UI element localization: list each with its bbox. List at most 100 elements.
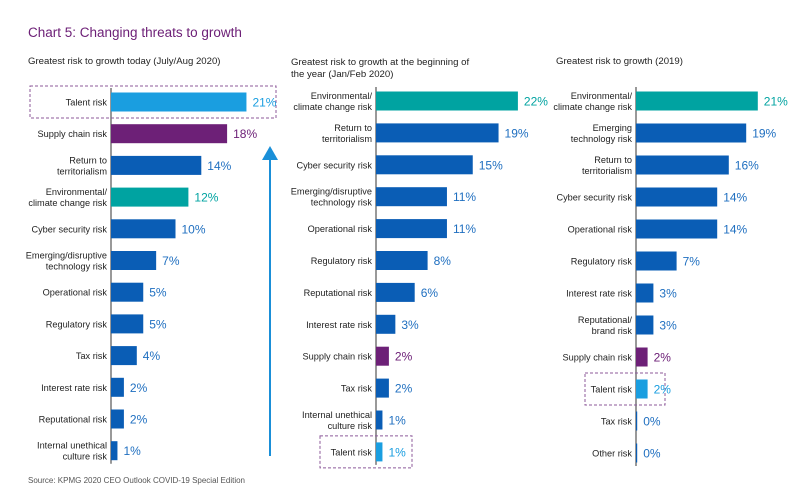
panel-2-category-label: Environmental/climate change risk xyxy=(293,91,372,112)
panel-2-value-label: 1% xyxy=(388,414,406,428)
panel-1-value-label: 1% xyxy=(123,444,141,458)
panel-2-bar xyxy=(376,282,415,302)
panel-3-category-label: Interest rate risk xyxy=(566,289,632,299)
panel-1-value-label: 10% xyxy=(182,222,206,236)
panel-3-value-label: 21% xyxy=(764,95,788,109)
panel-3-category-label: Supply chain risk xyxy=(563,353,633,363)
panel-3-category-label: Other risk xyxy=(592,449,632,459)
panel-3-highlight-box xyxy=(584,372,666,406)
panel-3-category-label: Reputational/brand risk xyxy=(578,315,633,336)
panel-1-category-label: Internal unethical culture risk xyxy=(37,441,107,462)
panel-2-category-label: Emerging/disruptive technology risk xyxy=(291,187,373,208)
panel-2-category-label: Return to territorialism xyxy=(322,123,372,144)
panel-3-category-label: Cyber security risk xyxy=(556,193,632,203)
panel-1-value-label: 5% xyxy=(149,317,167,331)
panel-3-title: Greatest risk to growth (2019) xyxy=(556,56,683,67)
panel-1-category-label: Emerging/disruptive technology risk xyxy=(26,251,108,272)
panel-1-category-label: Interest rate risk xyxy=(41,383,107,393)
panel-3-bar xyxy=(636,347,648,367)
panel-2-category-label: Supply chain risk xyxy=(303,352,373,362)
panel-1-category-label: Operational risk xyxy=(43,288,108,298)
panel-2-category-label: Tax risk xyxy=(341,384,373,394)
panel-3-category-label: Talent risk xyxy=(591,385,633,395)
panel-1-category-label: Return to territorialism xyxy=(57,155,107,176)
panel-3-bar xyxy=(636,443,638,463)
panel-1-category-label: Cyber security risk xyxy=(31,224,107,234)
panel-1-category-label: Tax risk xyxy=(76,351,108,361)
panel-2-category-label: Regulatory risk xyxy=(311,256,373,266)
panel-3-category-label: Operational risk xyxy=(568,225,633,235)
panel-2-category-label: Cyber security risk xyxy=(296,160,372,170)
panel-3-bar xyxy=(636,251,677,271)
panel-2-value-label: 11% xyxy=(453,222,476,236)
panel-3-category-label: Tax risk xyxy=(601,417,633,427)
panel-1-bar xyxy=(111,219,176,239)
panel-2-value-label: 22% xyxy=(524,95,548,109)
trend-arrow-head xyxy=(262,146,278,160)
panel-3-value-label: 2% xyxy=(654,351,672,365)
panel-1-bar xyxy=(111,282,144,302)
panel-3-bar xyxy=(636,91,758,111)
panel-1-bar xyxy=(111,314,144,334)
panel-1-bar xyxy=(111,124,228,144)
panel-2-title: Greatest risk to growth at the beginning… xyxy=(291,57,470,80)
panel-2-bar xyxy=(376,251,428,270)
panel-1-value-label: 7% xyxy=(162,254,180,268)
panel-3-bar xyxy=(636,283,654,303)
panel-1-value-label: 14% xyxy=(207,159,231,173)
panel-2-bar xyxy=(376,410,383,430)
panel-2-bar xyxy=(376,123,499,143)
panel-1-value-label: 18% xyxy=(233,127,257,141)
panel-1-bar xyxy=(111,187,189,207)
source-note: Source: KPMG 2020 CEO Outlook COVID-19 S… xyxy=(28,476,245,485)
panel-3-value-label: 19% xyxy=(752,127,776,141)
panel-3-value-label: 14% xyxy=(723,191,747,205)
panel-2-value-label: 3% xyxy=(401,318,419,332)
panel-1-bar xyxy=(111,251,157,270)
panel-2-bar xyxy=(376,91,518,111)
panel-1-value-label: 2% xyxy=(130,413,148,427)
panel-3-bar xyxy=(636,411,638,431)
panel-3-category-label: Environmental/climate change risk xyxy=(553,91,632,112)
panel-2-bar xyxy=(376,346,389,366)
panel-1-bar xyxy=(111,92,247,112)
panel-3-value-label: 3% xyxy=(659,319,677,333)
panel-1-bar xyxy=(111,155,202,175)
panel-2-bar xyxy=(376,378,389,398)
panel-1-value-label: 21% xyxy=(252,96,276,110)
panel-2-highlight-box xyxy=(319,435,413,469)
panel-3-bar xyxy=(636,123,747,143)
panel-3-value-label: 14% xyxy=(723,223,747,237)
panel-2-value-label: 2% xyxy=(395,350,413,364)
panel-2-value-label: 2% xyxy=(395,382,413,396)
panel-1-bar xyxy=(111,377,124,397)
panel-1-category-label: Regulatory risk xyxy=(46,319,108,329)
panel-3-bar xyxy=(636,155,729,175)
panel-2-bar xyxy=(376,442,383,462)
panel-3-value-label: 0% xyxy=(643,447,661,461)
panel-2-category-label: Internal unethical culture risk xyxy=(302,410,372,431)
panel-3-category-label: Return to territorialism xyxy=(582,155,632,176)
panel-3-category-label: Emerging technology risk xyxy=(571,123,633,144)
panel-3-value-label: 7% xyxy=(683,255,701,269)
chart-title: Chart 5: Changing threats to growth xyxy=(28,25,242,40)
panel-3-bar xyxy=(636,379,648,399)
panel-1-value-label: 5% xyxy=(149,286,167,300)
panel-2-bar xyxy=(376,314,396,334)
panel-1-value-label: 4% xyxy=(143,349,161,363)
panel-1-title: Greatest risk to growth today (July/Aug … xyxy=(28,56,221,67)
panel-1-category-label: Supply chain risk xyxy=(38,129,108,139)
panel-2-value-label: 15% xyxy=(479,158,503,172)
panel-1-bar xyxy=(111,409,124,429)
panel-3-value-label: 16% xyxy=(735,159,759,173)
panel-1-value-label: 2% xyxy=(130,381,148,395)
panel-2-value-label: 1% xyxy=(388,445,406,459)
panel-1-value-label: 12% xyxy=(194,191,218,205)
panel-3-value-label: 3% xyxy=(659,287,677,301)
panel-3-bar xyxy=(636,187,718,207)
panel-3-bar xyxy=(636,315,654,335)
panel-2-value-label: 11% xyxy=(453,190,476,204)
panel-2-category-label: Operational risk xyxy=(308,224,373,234)
panel-3-bar xyxy=(636,219,718,239)
